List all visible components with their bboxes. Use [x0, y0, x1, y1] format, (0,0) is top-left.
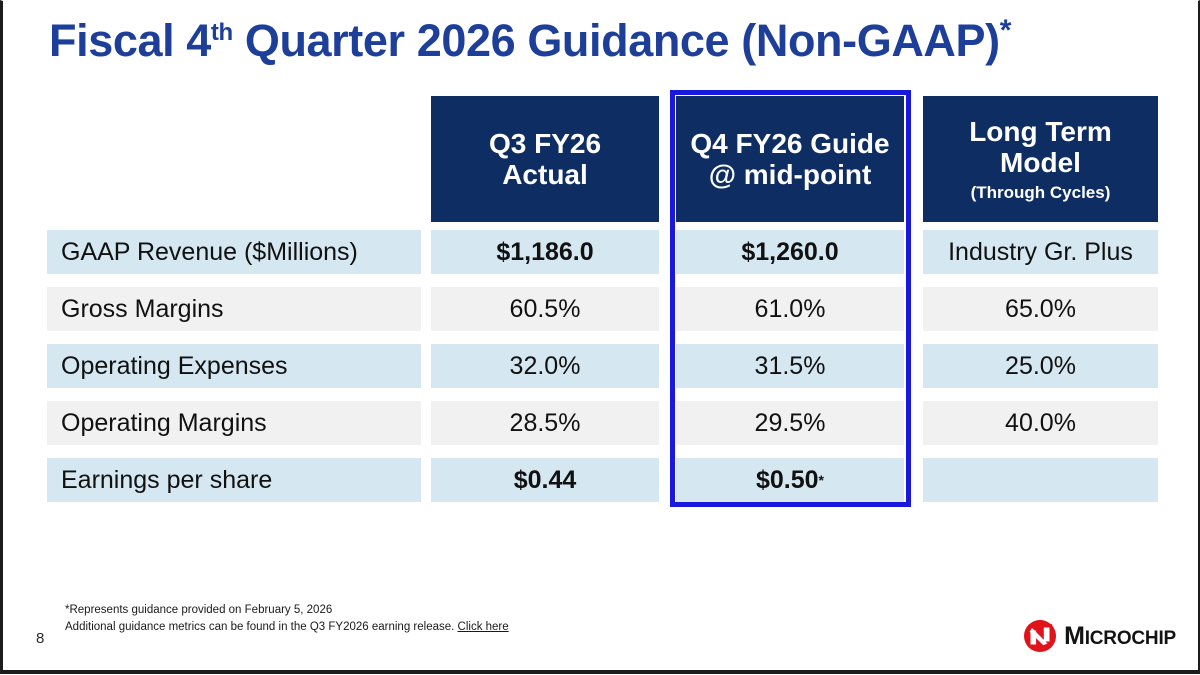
column-header-q4-line1: Q4 FY26 Guide	[690, 127, 890, 159]
microchip-wordmark-rest: ICROCHIP	[1084, 627, 1176, 649]
footnote-line-1: *Represents guidance provided on Februar…	[65, 604, 333, 616]
row-label-operating-expenses: Operating Expenses	[47, 344, 421, 388]
row-label-earnings-per-share: Earnings per share	[47, 458, 421, 502]
column-header-q3-line1: Q3 FY26	[488, 127, 602, 159]
cell-operating-margins-ltm: 40.0%	[923, 401, 1158, 445]
cell-operating-expenses-ltm: 25.0%	[923, 344, 1158, 388]
title-ordinal-suffix: th	[210, 19, 233, 46]
row-label-gaap-revenue: GAAP Revenue ($Millions)	[47, 230, 421, 274]
microchip-logo: MICROCHIP	[1023, 619, 1176, 653]
column-header-ltm-line1: Long Term	[969, 116, 1112, 148]
column-header-q4-line2: @ mid-point	[708, 159, 872, 190]
cell-earnings-per-share-q3: $0.44	[431, 458, 659, 502]
cell-earnings-per-share-ltm	[923, 458, 1158, 502]
title-asterisk: *	[999, 14, 1012, 47]
cell-operating-margins-q4: 29.5%	[676, 401, 904, 445]
row-label-operating-margins: Operating Margins	[47, 401, 421, 445]
column-header-long-term-model: Long Term Model (Through Cycles)	[923, 96, 1158, 222]
column-header-ltm-sub: (Through Cycles)	[970, 182, 1111, 202]
footnotes: *Represents guidance provided on Februar…	[65, 602, 509, 635]
cell-gross-margins-q4: 61.0%	[676, 287, 904, 331]
guidance-table: Q3 FY26 Actual Q4 FY26 Guide @ mid-point…	[3, 1, 1200, 675]
cell-earnings-per-share-q4: $0.50 *	[676, 458, 904, 502]
title-rest: Quarter 2026 Guidance (Non-GAAP)	[232, 15, 1000, 66]
cell-gross-margins-ltm: 65.0%	[923, 287, 1158, 331]
microchip-logo-mark-icon	[1023, 619, 1057, 653]
column-header-q3-actual: Q3 FY26 Actual	[431, 96, 659, 222]
footnote-line-2-text: Additional guidance metrics can be found…	[65, 620, 458, 633]
click-here-link[interactable]: Click here	[457, 620, 509, 633]
column-header-q3-line2: Actual	[502, 159, 588, 190]
column-header-q4-guide: Q4 FY26 Guide @ mid-point	[676, 96, 904, 222]
cell-gaap-revenue-ltm: Industry Gr. Plus	[923, 230, 1158, 274]
footnote-line-2: Additional guidance metrics can be found…	[65, 619, 509, 636]
title-prefix: Fiscal 4	[49, 15, 211, 66]
cell-gaap-revenue-q3: $1,186.0	[431, 230, 659, 274]
cell-gaap-revenue-q4: $1,260.0	[676, 230, 904, 274]
microchip-wordmark-m: M	[1064, 621, 1085, 650]
page-title: Fiscal 4th Quarter 2026 Guidance (Non-GA…	[49, 15, 1011, 67]
microchip-wordmark: MICROCHIP	[1064, 622, 1176, 651]
page-number: 8	[36, 630, 45, 647]
column-header-ltm-line2: Model	[1000, 147, 1081, 179]
cell-operating-expenses-q4: 31.5%	[676, 344, 904, 388]
cell-operating-margins-q3: 28.5%	[431, 401, 659, 445]
row-label-gross-margins: Gross Margins	[47, 287, 421, 331]
cell-operating-expenses-q3: 32.0%	[431, 344, 659, 388]
cell-gross-margins-q3: 60.5%	[431, 287, 659, 331]
cell-earnings-per-share-q4-value: $0.50	[755, 465, 819, 494]
